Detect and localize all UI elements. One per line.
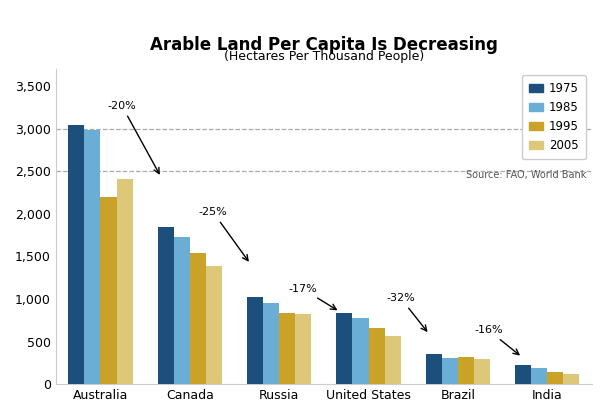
Bar <box>190 253 206 384</box>
Bar <box>206 266 222 384</box>
Text: (Hectares Per Thousand People): (Hectares Per Thousand People) <box>224 50 424 63</box>
Bar <box>458 357 474 384</box>
Bar <box>515 365 531 384</box>
Legend: 1975, 1985, 1995, 2005: 1975, 1985, 1995, 2005 <box>522 75 586 159</box>
Bar <box>68 126 84 384</box>
Text: -16%: -16% <box>474 325 519 354</box>
Bar <box>531 368 548 384</box>
Text: -32%: -32% <box>387 293 427 331</box>
Bar <box>426 354 442 384</box>
Bar <box>336 313 353 384</box>
Bar <box>247 297 263 384</box>
Bar <box>563 374 580 384</box>
Bar <box>295 314 311 384</box>
Text: -20%: -20% <box>107 101 159 173</box>
Bar <box>385 336 401 384</box>
Text: -45%: -45% <box>0 416 1 417</box>
Bar <box>474 359 490 384</box>
Title: Arable Land Per Capita Is Decreasing: Arable Land Per Capita Is Decreasing <box>150 36 498 54</box>
Bar <box>84 130 100 384</box>
Text: Source: FAO, World Bank: Source: FAO, World Bank <box>466 170 586 180</box>
Text: -25%: -25% <box>198 207 248 261</box>
Bar <box>442 358 458 384</box>
Bar <box>174 237 190 384</box>
Text: -17%: -17% <box>288 284 336 309</box>
Bar <box>117 179 132 384</box>
Bar <box>368 328 385 384</box>
Bar <box>158 227 174 384</box>
Bar <box>279 313 295 384</box>
Bar <box>548 372 563 384</box>
Bar <box>353 318 368 384</box>
Bar <box>263 303 279 384</box>
Bar <box>100 197 117 384</box>
